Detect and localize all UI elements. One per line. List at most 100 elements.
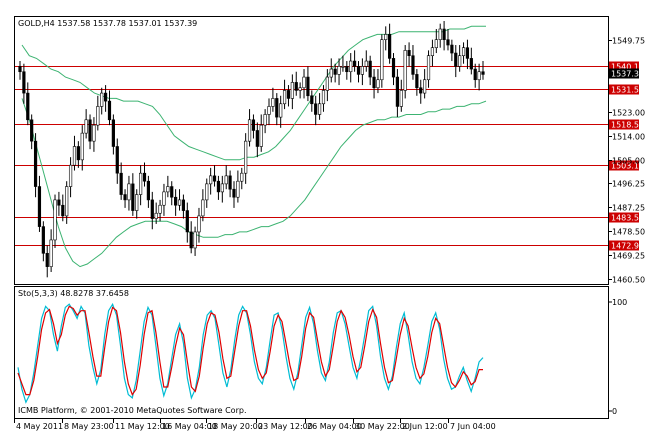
candle <box>434 29 438 54</box>
candle <box>189 221 193 254</box>
candle <box>72 135 77 171</box>
candle <box>232 181 236 208</box>
candle <box>154 202 158 224</box>
candle <box>103 85 108 112</box>
candle <box>26 82 30 126</box>
price-tick-6: 1478.50 <box>612 228 645 237</box>
candle <box>356 61 361 83</box>
level-label-1: 1531.55 <box>611 86 644 95</box>
candle <box>426 50 431 88</box>
candle <box>18 61 22 80</box>
lower-band-line <box>21 98 487 268</box>
candle <box>395 69 400 118</box>
candle <box>96 95 100 131</box>
candle <box>446 29 450 51</box>
candle <box>477 63 481 91</box>
candle <box>337 58 341 86</box>
candle <box>481 61 485 80</box>
candle <box>286 85 291 107</box>
platform-copyright: ICMB Platform, © 2001-2010 MetaQuotes So… <box>18 406 247 415</box>
candle <box>158 199 162 222</box>
candle <box>279 95 283 128</box>
candle <box>80 125 84 171</box>
candle <box>461 42 466 64</box>
candle <box>37 175 42 232</box>
candle <box>333 63 337 83</box>
candle <box>216 175 221 200</box>
candle <box>349 53 353 83</box>
current-price-label: 1537.39 <box>611 70 644 79</box>
candle <box>458 45 462 72</box>
level-badge-4 <box>609 212 639 223</box>
candle <box>298 82 302 99</box>
time-tick-1: 8 May 23:00 <box>64 422 114 431</box>
candle <box>209 167 213 195</box>
candle <box>135 189 139 219</box>
candle <box>302 69 306 99</box>
time-tick-9: 7 Jun 04:00 <box>450 422 496 431</box>
candle <box>263 109 267 134</box>
candle <box>57 191 61 216</box>
candle <box>119 162 123 200</box>
main-chart-title: GOLD,H4 1537.58 1537.78 1537.01 1537.39 <box>18 19 197 28</box>
candle <box>376 69 380 94</box>
price-tick-4: 1496.25 <box>612 180 645 189</box>
level-label-4: 1483.59 <box>611 214 644 223</box>
candle <box>146 175 150 208</box>
candle <box>84 109 88 139</box>
candle <box>364 50 368 72</box>
candle <box>251 114 256 139</box>
candle <box>22 63 26 104</box>
candle <box>399 79 403 112</box>
candle <box>88 114 92 150</box>
level-label-0: 1540.11 <box>611 63 644 72</box>
price-tick-8: 1460.50 <box>612 276 645 285</box>
candle <box>271 87 275 112</box>
stochastic-line-1 <box>17 305 483 396</box>
sto-tick-100: 100 <box>612 298 627 307</box>
candle <box>423 69 427 99</box>
level-label-3: 1503.18 <box>611 162 644 171</box>
candle <box>205 178 209 208</box>
candle <box>275 93 279 126</box>
candle <box>41 221 45 262</box>
candle <box>255 122 259 158</box>
candle <box>419 79 423 104</box>
stochastic-lines <box>17 302 484 404</box>
time-tick-0: 4 May 2011 <box>16 422 63 431</box>
time-tick-4: 18 May 20:00 <box>208 422 263 431</box>
candle <box>317 93 322 120</box>
price-tick-3: 1505.00 <box>612 157 645 166</box>
candle <box>174 189 178 216</box>
level-badge-5 <box>609 240 639 251</box>
candle <box>442 21 446 51</box>
candle <box>162 183 166 216</box>
time-tick-3: 16 May 04:00 <box>162 422 217 431</box>
candle <box>438 23 442 48</box>
candle <box>259 114 263 152</box>
candle <box>61 194 65 222</box>
candle <box>53 194 57 248</box>
candle <box>100 87 104 115</box>
price-tick-2: 1514.00 <box>612 133 645 142</box>
time-tick-2: 11 May 12:00 <box>115 422 170 431</box>
candle <box>170 181 174 206</box>
time-tick-8: 2 Jun 12:00 <box>402 422 448 431</box>
sto-tick-0: 0 <box>612 407 617 416</box>
level-label-2: 1518.53 <box>611 121 644 130</box>
level-badge-3 <box>609 160 639 171</box>
candle <box>321 85 326 112</box>
candle <box>139 165 143 206</box>
candle <box>450 39 454 62</box>
indicator-title: Sto(5,3,3) 48.8278 37.6458 <box>18 289 129 298</box>
candle <box>177 189 182 211</box>
candle <box>68 157 73 198</box>
candle <box>236 170 240 203</box>
candle <box>131 173 135 216</box>
time-tick-7: 30 May 22:00 <box>355 422 410 431</box>
candle <box>469 47 473 75</box>
candle <box>65 181 69 224</box>
candle <box>228 170 232 198</box>
candle <box>325 69 329 102</box>
